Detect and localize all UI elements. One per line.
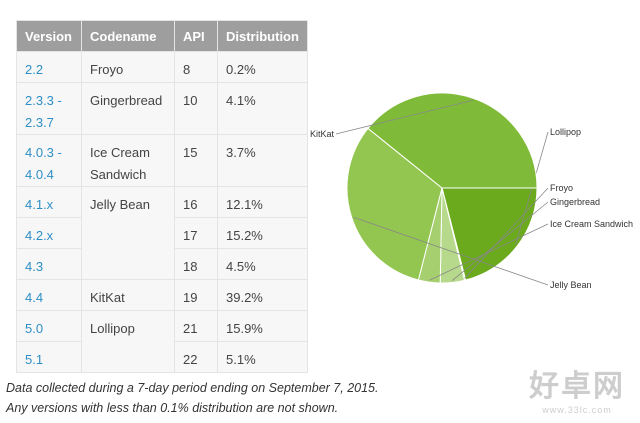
version-cell[interactable]: 4.3: [16, 248, 82, 280]
codename-cell: Ice Cream Sandwich: [81, 134, 175, 187]
pie-slice-jelly-bean: [346, 127, 443, 281]
distribution-cell: 4.1%: [217, 82, 308, 135]
version-cell[interactable]: 4.4: [16, 279, 82, 311]
pie-label-lollipop: Lollipop: [550, 127, 581, 137]
pie-slice-kitkat: [367, 92, 538, 189]
pie-leader-line: [464, 187, 549, 279]
header-api: API: [174, 20, 218, 52]
version-cell[interactable]: 2.3.3 - 2.3.7: [16, 82, 82, 135]
table-row: 4.2.x 17 15.2%: [16, 217, 308, 249]
api-cell: 8: [174, 51, 218, 83]
pie-label-kitkat: KitKat: [310, 129, 335, 139]
codename-cell: Jelly Bean: [81, 186, 175, 280]
api-cell: 17: [174, 217, 218, 249]
table-row: 4.1.x Jelly Bean 16 12.1%: [16, 186, 308, 280]
table-row: 4.4 KitKat 19 39.2%: [16, 279, 308, 311]
table-row: 5.1 22 5.1%: [16, 341, 308, 373]
codename-cell: KitKat: [81, 279, 175, 311]
footnote-date: Data collected during a 7-day period end…: [6, 381, 379, 395]
codename-cell: Froyo: [81, 51, 175, 83]
api-cell: 15: [174, 134, 218, 187]
table-header-row: Version Codename API Distribution: [16, 20, 308, 52]
pie-leader-line: [353, 216, 549, 286]
footnotes: Data collected during a 7-day period end…: [6, 378, 378, 418]
distribution-pie-chart: Lollipop Froyo Gingerbread Ice Cream Sandwi…: [310, 92, 633, 290]
distribution-cell: 12.1%: [217, 186, 308, 218]
distribution-cell: 0.2%: [217, 51, 308, 83]
version-cell[interactable]: 5.1: [16, 341, 82, 373]
pie-label-gingerbread: Gingerbread: [550, 197, 600, 207]
footnote-threshold: Any versions with less than 0.1% distrib…: [6, 401, 339, 415]
api-cell: 10: [174, 82, 218, 135]
api-cell: 16: [174, 186, 218, 218]
pie-label-jelly-bean: Jelly Bean: [550, 280, 592, 290]
header-distribution: Distribution: [217, 20, 308, 52]
distribution-cell: 3.7%: [217, 134, 308, 187]
api-cell: 19: [174, 279, 218, 311]
table-row: 4.3 18 4.5%: [16, 248, 308, 280]
watermark-url: www.33lc.com: [542, 405, 612, 415]
watermark-logo-text: 好卓网: [529, 370, 625, 403]
distribution-cell: 15.9%: [217, 310, 308, 342]
pie-leader-line: [429, 223, 549, 281]
header-codename: Codename: [81, 20, 175, 52]
pie-leader-line: [515, 131, 549, 246]
distribution-cell: 4.5%: [217, 248, 308, 280]
site-watermark: 好卓网 www.33lc.com: [522, 370, 632, 416]
api-cell: 22: [174, 341, 218, 373]
distribution-cell: 5.1%: [217, 341, 308, 373]
distribution-cell: 15.2%: [217, 217, 308, 249]
header-version: Version: [16, 20, 82, 52]
version-cell[interactable]: 5.0: [16, 310, 82, 342]
table-row: 5.0 Lollipop 21 15.9%: [16, 310, 308, 373]
pie-leader-line: [335, 99, 474, 135]
codename-cell: Lollipop: [81, 310, 175, 373]
pie-slice-lollipop: [441, 187, 538, 281]
version-cell[interactable]: 4.2.x: [16, 217, 82, 249]
pie-label-froyo: Froyo: [550, 183, 573, 193]
distribution-cell: 39.2%: [217, 279, 308, 311]
table-row: 2.3.3 - 2.3.7 Gingerbread 10 4.1%: [16, 82, 308, 135]
pie-label-ice-cream-sandwich: Ice Cream Sandwich: [550, 219, 633, 229]
version-cell[interactable]: 4.0.3 - 4.0.4: [16, 134, 82, 187]
version-cell[interactable]: 2.2: [16, 51, 82, 83]
version-cell[interactable]: 4.1.x: [16, 186, 82, 218]
codename-cell: Gingerbread: [81, 82, 175, 135]
api-cell: 21: [174, 310, 218, 342]
api-cell: 18: [174, 248, 218, 280]
distribution-table: Version Codename API Distribution 2.2 Fr…: [16, 20, 308, 373]
pie-leader-line: [451, 201, 549, 281]
table-row: 2.2 Froyo 8 0.2%: [16, 51, 308, 83]
table-row: 4.0.3 - 4.0.4 Ice Cream Sandwich 15 3.7%: [16, 134, 308, 187]
